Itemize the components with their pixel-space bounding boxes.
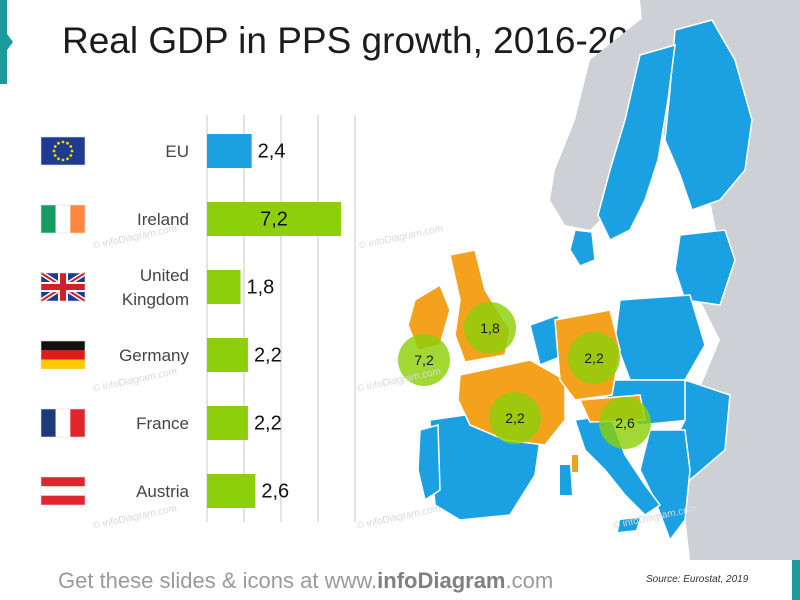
- page-title: Real GDP in PPS growth, 2016-2017: [62, 20, 671, 61]
- flag-star: [57, 157, 60, 161]
- source-note: Source: Eurostat, 2019: [646, 574, 749, 585]
- flag-border: [40, 136, 86, 166]
- flag-border: [40, 476, 86, 506]
- category-label-line: United: [140, 266, 189, 285]
- footer-promo-text: Get these slides & icons at www.: [58, 568, 378, 593]
- footer-promo: Get these slides & icons at www.infoDiag…: [58, 568, 553, 594]
- bar-united-kingdom: [207, 270, 241, 304]
- map-bubble-france: [489, 392, 541, 444]
- map-corsica: [572, 455, 578, 472]
- right-accent-bar: [792, 556, 800, 600]
- map-finland: [664, 19, 753, 211]
- category-label: Ireland: [137, 210, 189, 229]
- map-portugal: [417, 424, 441, 502]
- footer-domain-suffix: .com: [505, 568, 554, 593]
- flag-stripe: [70, 409, 85, 437]
- flag-stripe: [41, 477, 85, 487]
- category-label: Austria: [136, 482, 189, 501]
- bar-value-label: 2,4: [258, 140, 286, 162]
- bar-value-label: 2,2: [254, 344, 282, 366]
- flag-stripe: [41, 495, 85, 505]
- france-flag-icon: [40, 408, 86, 438]
- category-label-line: Kingdom: [122, 290, 189, 309]
- flag-border: [40, 340, 86, 370]
- flag-stripe: [41, 350, 85, 360]
- flag-star: [52, 149, 56, 153]
- flag-border: [40, 408, 86, 438]
- category-label-line: Austria: [136, 482, 189, 501]
- flag-stripe: [55, 205, 71, 233]
- map-bubble-ireland: [398, 334, 450, 386]
- bar-france: [207, 406, 248, 440]
- bar-eu: [207, 134, 252, 168]
- map-balkans-greece: [639, 429, 691, 542]
- flag-stripe: [70, 205, 85, 233]
- map-sweden: [597, 43, 676, 242]
- category-label: EU: [165, 142, 189, 161]
- flag-star: [70, 149, 74, 153]
- map-bubble-united-kingdom: [464, 302, 516, 354]
- category-label-line: EU: [165, 142, 189, 161]
- map-bubble-germany: [568, 332, 620, 384]
- footer-brand[interactable]: infoDiagram: [377, 568, 506, 593]
- map-bubble-austria: [599, 397, 651, 449]
- flag-stripe: [41, 341, 85, 351]
- map-bubble-label: 2,2: [505, 410, 525, 426]
- flag-star: [53, 154, 57, 157]
- europe-map: 7,2 1,8 2,2 2,2 2,6: [340, 0, 800, 560]
- category-label-line: Germany: [119, 346, 189, 365]
- flag-star: [61, 140, 65, 144]
- map-bubble-label: 2,6: [615, 415, 635, 431]
- flag-border: [40, 204, 86, 234]
- bar-value-label: 2,2: [254, 412, 282, 434]
- bar-value-label: 1,8: [247, 276, 275, 298]
- bar-value-label: 2,6: [261, 480, 289, 502]
- category-label: Germany: [119, 346, 189, 365]
- category-label-line: France: [136, 414, 189, 433]
- germany-flag-icon: [40, 340, 86, 370]
- flag-stripe: [41, 486, 85, 496]
- map-denmark: [569, 229, 596, 267]
- flag-stripe: [41, 359, 85, 369]
- flag-star: [66, 157, 69, 161]
- map-sicily: [618, 518, 640, 532]
- flag-star: [66, 141, 69, 145]
- flag-star: [53, 145, 57, 148]
- map-baltics: [674, 229, 736, 306]
- left-accent-bar: [0, 0, 13, 84]
- bar-austria: [207, 474, 256, 508]
- bar-ireland: [207, 202, 341, 236]
- flag-star: [57, 141, 60, 145]
- category-label-line: Ireland: [137, 210, 189, 229]
- category-label: France: [136, 414, 189, 433]
- flag-star: [61, 158, 65, 162]
- map-sardinia: [560, 465, 572, 495]
- flag-stripe: [55, 409, 71, 437]
- flag-border: [40, 272, 86, 302]
- uk-flag-icon: [39, 270, 87, 304]
- category-label: United Kingdom: [122, 266, 189, 309]
- map-bubble-label: 2,2: [584, 350, 604, 366]
- flag-star: [69, 154, 73, 157]
- bar-germany: [207, 338, 248, 372]
- flag-cross: [41, 284, 85, 290]
- austria-flag-icon: [40, 476, 86, 506]
- flag-stripe: [41, 205, 56, 233]
- map-bubble-label: 1,8: [480, 320, 500, 336]
- eu-flag-icon: [40, 136, 86, 166]
- bar-value-label: 7,2: [260, 208, 288, 230]
- map-bubble-label: 7,2: [414, 352, 434, 368]
- flag-star: [69, 145, 73, 148]
- ireland-flag-icon: [40, 204, 86, 234]
- flag-stripe: [41, 409, 56, 437]
